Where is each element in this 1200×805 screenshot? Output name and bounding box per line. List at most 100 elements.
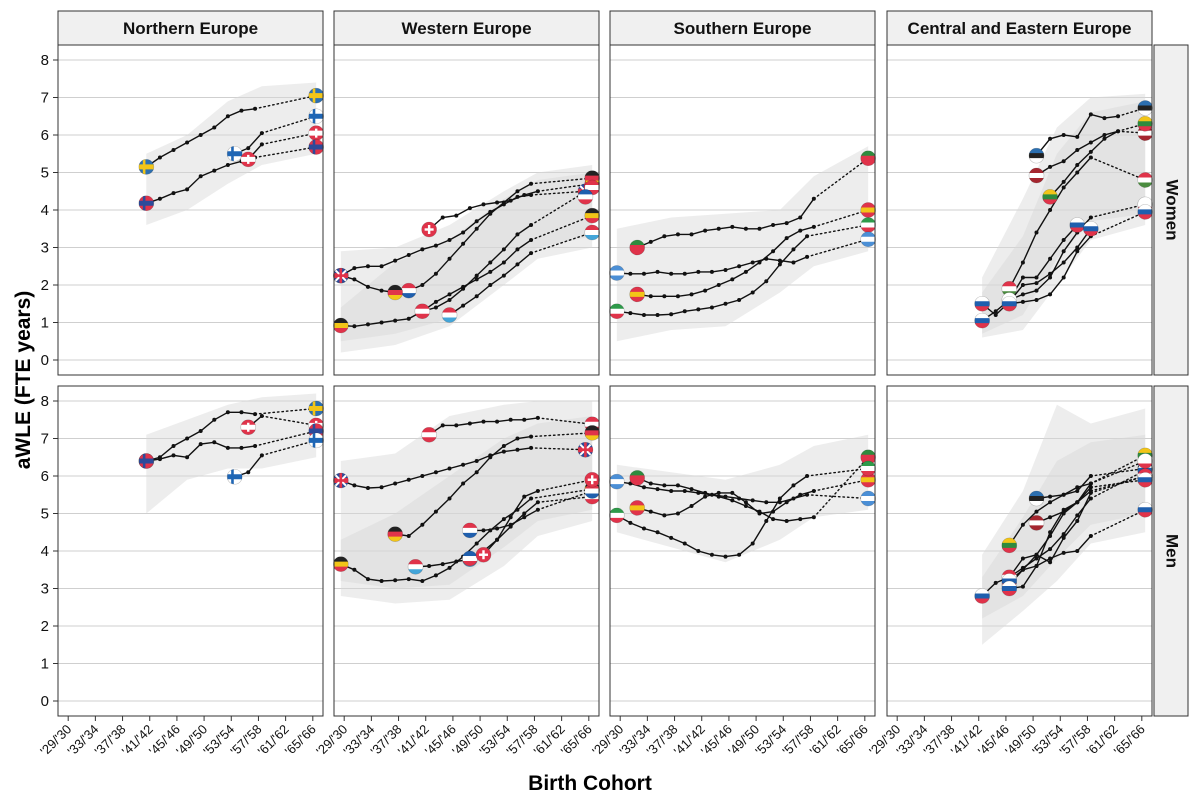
panel-central-and-eastern-europe-women <box>886 44 1154 376</box>
data-point <box>696 490 701 495</box>
data-point <box>365 486 370 490</box>
flag-outline <box>629 470 645 486</box>
flag-stripe <box>308 411 324 416</box>
flag-stripe <box>442 312 458 318</box>
flag-stripe <box>860 212 876 218</box>
data-point <box>212 417 217 422</box>
flag-stripe <box>138 453 154 459</box>
flag-uk-end <box>577 441 594 458</box>
data-point <box>522 417 527 422</box>
flag-cross <box>424 228 434 231</box>
flag-stripe <box>401 288 417 294</box>
flag-stripe <box>227 479 243 485</box>
flag-si-start <box>974 588 990 604</box>
projection-line <box>530 447 587 451</box>
flag-stripe <box>1137 126 1153 132</box>
flag-stripe <box>1028 525 1044 531</box>
flag-stripe <box>1028 515 1044 521</box>
data-point <box>641 485 646 490</box>
flag-stripe <box>860 471 876 476</box>
flag-stripe <box>629 500 645 506</box>
flag-cross <box>312 401 316 416</box>
flag-stripe <box>584 213 600 219</box>
projection-line <box>1090 156 1146 181</box>
flag-stripe <box>1028 148 1044 154</box>
flag-stripe <box>609 265 625 271</box>
projection-line <box>1090 211 1146 237</box>
flag-lv-start <box>1028 515 1045 531</box>
data-point <box>1061 550 1066 555</box>
data-point <box>655 487 660 492</box>
flag-outline <box>240 151 257 168</box>
flag-stripe <box>1028 173 1044 179</box>
data-point <box>669 535 674 540</box>
strip-label: Women <box>1163 179 1182 240</box>
flag-stripe <box>1069 217 1085 223</box>
flag-outline <box>629 286 645 303</box>
strip-label: Central and Eastern Europe <box>908 19 1132 38</box>
projection-line <box>1090 460 1146 485</box>
flag-stripe <box>860 236 876 243</box>
data-point <box>648 294 653 299</box>
data-point <box>669 271 674 276</box>
flag-stripe <box>387 295 403 300</box>
flag-stripe <box>408 569 424 575</box>
data-point <box>440 423 445 428</box>
data-point <box>675 294 680 299</box>
flag-outline <box>240 419 257 436</box>
x-tick-label: '65/'66 <box>282 722 319 759</box>
flag-stripe <box>1042 199 1058 205</box>
data-point <box>771 517 776 522</box>
flag-stripe <box>860 454 876 461</box>
data-point <box>185 455 190 460</box>
flag-stripe <box>387 536 403 542</box>
data-point <box>1048 515 1053 520</box>
data-point <box>501 273 506 278</box>
data-point <box>757 511 762 516</box>
flag-stripe <box>1137 453 1153 459</box>
data-point <box>1075 245 1080 250</box>
flag-outline <box>308 139 325 155</box>
flag-stripe <box>584 185 600 191</box>
data-point <box>406 253 411 257</box>
data-point <box>777 496 782 501</box>
data-point <box>1061 507 1066 512</box>
flag-sk-start <box>974 312 990 329</box>
projection-line <box>254 146 317 159</box>
data-point <box>709 269 714 274</box>
data-point <box>682 309 687 314</box>
flag-stripe <box>629 250 645 255</box>
data-point <box>454 213 459 218</box>
data-point <box>420 247 425 252</box>
flag-cross <box>312 139 316 155</box>
flag-stripe <box>421 232 437 237</box>
projection-line <box>1090 203 1146 219</box>
flag-stripe <box>974 313 990 319</box>
flag-markers <box>974 100 1154 329</box>
data-point <box>501 260 506 265</box>
flag-stripe <box>609 313 625 319</box>
flag-outline <box>1028 147 1045 164</box>
flag-outline <box>608 473 625 490</box>
data-point <box>1075 519 1080 523</box>
data-point <box>474 277 479 282</box>
data-point <box>1020 275 1025 280</box>
flag-stripe <box>421 432 437 438</box>
data-point <box>522 193 527 197</box>
flag-outline <box>138 195 155 212</box>
strip-men: Men <box>1153 385 1189 717</box>
data-point <box>447 256 452 261</box>
flag-outline <box>332 317 349 334</box>
flag-lt-end <box>1137 115 1154 132</box>
flag-stripe <box>462 561 478 566</box>
data-point <box>1048 271 1053 276</box>
flag-cz-start <box>1001 295 1018 312</box>
data-point <box>750 541 755 546</box>
projection-line <box>1090 475 1146 494</box>
flag-outline <box>308 432 325 449</box>
flag-lv-start <box>1028 167 1045 184</box>
strip-women: Women <box>1153 44 1189 376</box>
flag-es-start <box>629 286 645 303</box>
flag-stripe <box>308 423 324 429</box>
